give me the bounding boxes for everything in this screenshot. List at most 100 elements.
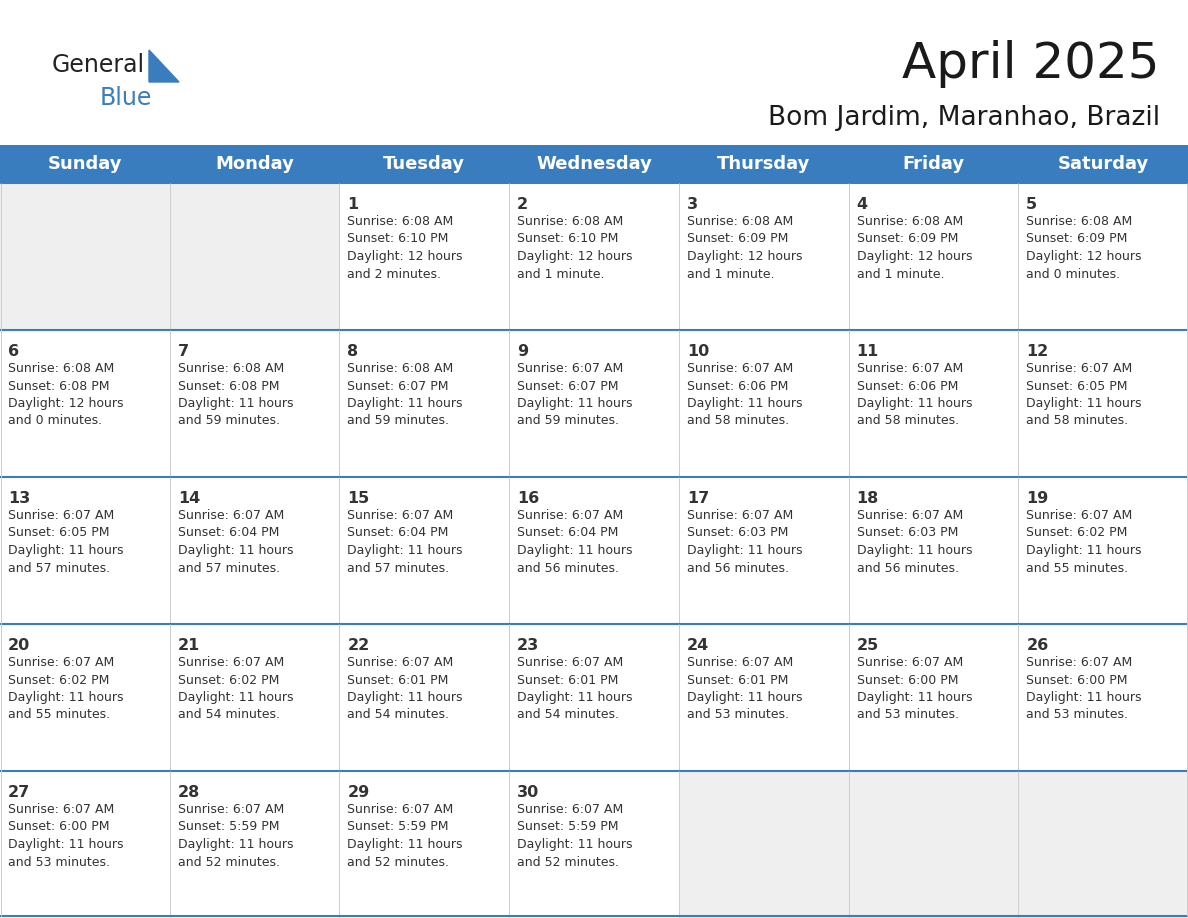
Bar [170,183,340,330]
Text: 15: 15 [347,491,369,506]
Text: 13: 13 [8,491,30,506]
Polygon shape [148,50,179,82]
Text: 28: 28 [178,785,200,800]
Text: Sunrise: 6:07 AM
Sunset: 6:02 PM
Daylight: 11 hours
and 54 minutes.: Sunrise: 6:07 AM Sunset: 6:02 PM Dayligh… [178,656,293,722]
Text: Sunrise: 6:08 AM
Sunset: 6:09 PM
Daylight: 12 hours
and 0 minutes.: Sunrise: 6:08 AM Sunset: 6:09 PM Dayligh… [1026,215,1142,281]
Text: April 2025: April 2025 [903,40,1159,88]
Text: 10: 10 [687,344,709,359]
Bar [1018,624,1188,771]
Bar [1018,183,1188,330]
Text: 30: 30 [517,785,539,800]
Text: Sunrise: 6:08 AM
Sunset: 6:10 PM
Daylight: 12 hours
and 1 minute.: Sunrise: 6:08 AM Sunset: 6:10 PM Dayligh… [517,215,633,281]
Text: 4: 4 [857,197,867,212]
Text: 2: 2 [517,197,529,212]
Text: Friday: Friday [903,155,965,173]
Text: Sunrise: 6:07 AM
Sunset: 6:05 PM
Daylight: 11 hours
and 57 minutes.: Sunrise: 6:07 AM Sunset: 6:05 PM Dayligh… [8,509,124,575]
Text: 6: 6 [8,344,19,359]
Text: 11: 11 [857,344,879,359]
Text: Sunrise: 6:07 AM
Sunset: 6:06 PM
Daylight: 11 hours
and 58 minutes.: Sunrise: 6:07 AM Sunset: 6:06 PM Dayligh… [857,362,972,428]
Bar [848,183,1018,330]
Text: Monday: Monday [215,155,293,173]
Bar [0,145,1188,183]
Bar [170,477,340,624]
Bar [1018,771,1188,918]
Text: 9: 9 [517,344,529,359]
Text: Blue: Blue [100,86,152,110]
Text: 14: 14 [178,491,200,506]
Text: 8: 8 [347,344,359,359]
Text: Sunrise: 6:07 AM
Sunset: 6:03 PM
Daylight: 11 hours
and 56 minutes.: Sunrise: 6:07 AM Sunset: 6:03 PM Dayligh… [687,509,802,575]
Bar [170,624,340,771]
Bar [678,477,848,624]
Text: 25: 25 [857,638,879,653]
Text: 27: 27 [8,785,30,800]
Text: 12: 12 [1026,344,1049,359]
Bar [0,624,170,771]
Bar [510,183,678,330]
Text: Sunrise: 6:08 AM
Sunset: 6:09 PM
Daylight: 12 hours
and 1 minute.: Sunrise: 6:08 AM Sunset: 6:09 PM Dayligh… [857,215,972,281]
Text: Sunrise: 6:07 AM
Sunset: 6:00 PM
Daylight: 11 hours
and 53 minutes.: Sunrise: 6:07 AM Sunset: 6:00 PM Dayligh… [1026,656,1142,722]
Text: Sunrise: 6:07 AM
Sunset: 6:01 PM
Daylight: 11 hours
and 54 minutes.: Sunrise: 6:07 AM Sunset: 6:01 PM Dayligh… [517,656,633,722]
Text: Thursday: Thursday [718,155,810,173]
Text: Wednesday: Wednesday [536,155,652,173]
Text: Sunrise: 6:07 AM
Sunset: 6:02 PM
Daylight: 11 hours
and 55 minutes.: Sunrise: 6:07 AM Sunset: 6:02 PM Dayligh… [1026,509,1142,575]
Bar [170,330,340,477]
Text: 29: 29 [347,785,369,800]
Text: Sunrise: 6:07 AM
Sunset: 5:59 PM
Daylight: 11 hours
and 52 minutes.: Sunrise: 6:07 AM Sunset: 5:59 PM Dayligh… [347,803,463,868]
Text: Sunrise: 6:08 AM
Sunset: 6:09 PM
Daylight: 12 hours
and 1 minute.: Sunrise: 6:08 AM Sunset: 6:09 PM Dayligh… [687,215,802,281]
Text: Sunrise: 6:07 AM
Sunset: 6:01 PM
Daylight: 11 hours
and 54 minutes.: Sunrise: 6:07 AM Sunset: 6:01 PM Dayligh… [347,656,463,722]
Text: Sunrise: 6:08 AM
Sunset: 6:10 PM
Daylight: 12 hours
and 2 minutes.: Sunrise: 6:08 AM Sunset: 6:10 PM Dayligh… [347,215,463,281]
Text: Sunrise: 6:07 AM
Sunset: 5:59 PM
Daylight: 11 hours
and 52 minutes.: Sunrise: 6:07 AM Sunset: 5:59 PM Dayligh… [517,803,633,868]
Text: 26: 26 [1026,638,1049,653]
Bar [1018,330,1188,477]
Text: 19: 19 [1026,491,1049,506]
Bar [340,624,510,771]
Text: Sunrise: 6:07 AM
Sunset: 6:04 PM
Daylight: 11 hours
and 57 minutes.: Sunrise: 6:07 AM Sunset: 6:04 PM Dayligh… [347,509,463,575]
Text: Sunrise: 6:07 AM
Sunset: 6:04 PM
Daylight: 11 hours
and 56 minutes.: Sunrise: 6:07 AM Sunset: 6:04 PM Dayligh… [517,509,633,575]
Text: 7: 7 [178,344,189,359]
Text: Sunrise: 6:08 AM
Sunset: 6:07 PM
Daylight: 11 hours
and 59 minutes.: Sunrise: 6:08 AM Sunset: 6:07 PM Dayligh… [347,362,463,428]
Bar [510,624,678,771]
Text: Sunrise: 6:07 AM
Sunset: 6:07 PM
Daylight: 11 hours
and 59 minutes.: Sunrise: 6:07 AM Sunset: 6:07 PM Dayligh… [517,362,633,428]
Bar [0,183,170,330]
Bar [678,183,848,330]
Bar [510,477,678,624]
Bar [678,330,848,477]
Bar [340,771,510,918]
Text: Tuesday: Tuesday [384,155,466,173]
Bar [678,771,848,918]
Text: 21: 21 [178,638,200,653]
Text: Sunrise: 6:07 AM
Sunset: 6:05 PM
Daylight: 11 hours
and 58 minutes.: Sunrise: 6:07 AM Sunset: 6:05 PM Dayligh… [1026,362,1142,428]
Bar [170,771,340,918]
Text: Sunday: Sunday [48,155,122,173]
Bar [510,771,678,918]
Text: 20: 20 [8,638,30,653]
Text: 16: 16 [517,491,539,506]
Text: Sunrise: 6:07 AM
Sunset: 6:06 PM
Daylight: 11 hours
and 58 minutes.: Sunrise: 6:07 AM Sunset: 6:06 PM Dayligh… [687,362,802,428]
Bar [678,624,848,771]
Text: Sunrise: 6:07 AM
Sunset: 6:01 PM
Daylight: 11 hours
and 53 minutes.: Sunrise: 6:07 AM Sunset: 6:01 PM Dayligh… [687,656,802,722]
Bar [340,330,510,477]
Bar [0,477,170,624]
Bar [0,330,170,477]
Text: 18: 18 [857,491,879,506]
Text: Sunrise: 6:07 AM
Sunset: 6:00 PM
Daylight: 11 hours
and 53 minutes.: Sunrise: 6:07 AM Sunset: 6:00 PM Dayligh… [857,656,972,722]
Bar [848,330,1018,477]
Bar [340,477,510,624]
Text: Saturday: Saturday [1057,155,1149,173]
Text: 3: 3 [687,197,699,212]
Bar [510,330,678,477]
Text: 5: 5 [1026,197,1037,212]
Text: 23: 23 [517,638,539,653]
Text: Sunrise: 6:07 AM
Sunset: 6:03 PM
Daylight: 11 hours
and 56 minutes.: Sunrise: 6:07 AM Sunset: 6:03 PM Dayligh… [857,509,972,575]
Text: 1: 1 [347,197,359,212]
Bar [340,183,510,330]
Text: 24: 24 [687,638,709,653]
Bar [1018,477,1188,624]
Text: 22: 22 [347,638,369,653]
Bar [0,771,170,918]
Text: 17: 17 [687,491,709,506]
Bar [848,771,1018,918]
Bar [848,477,1018,624]
Text: Bom Jardim, Maranhao, Brazil: Bom Jardim, Maranhao, Brazil [767,105,1159,131]
